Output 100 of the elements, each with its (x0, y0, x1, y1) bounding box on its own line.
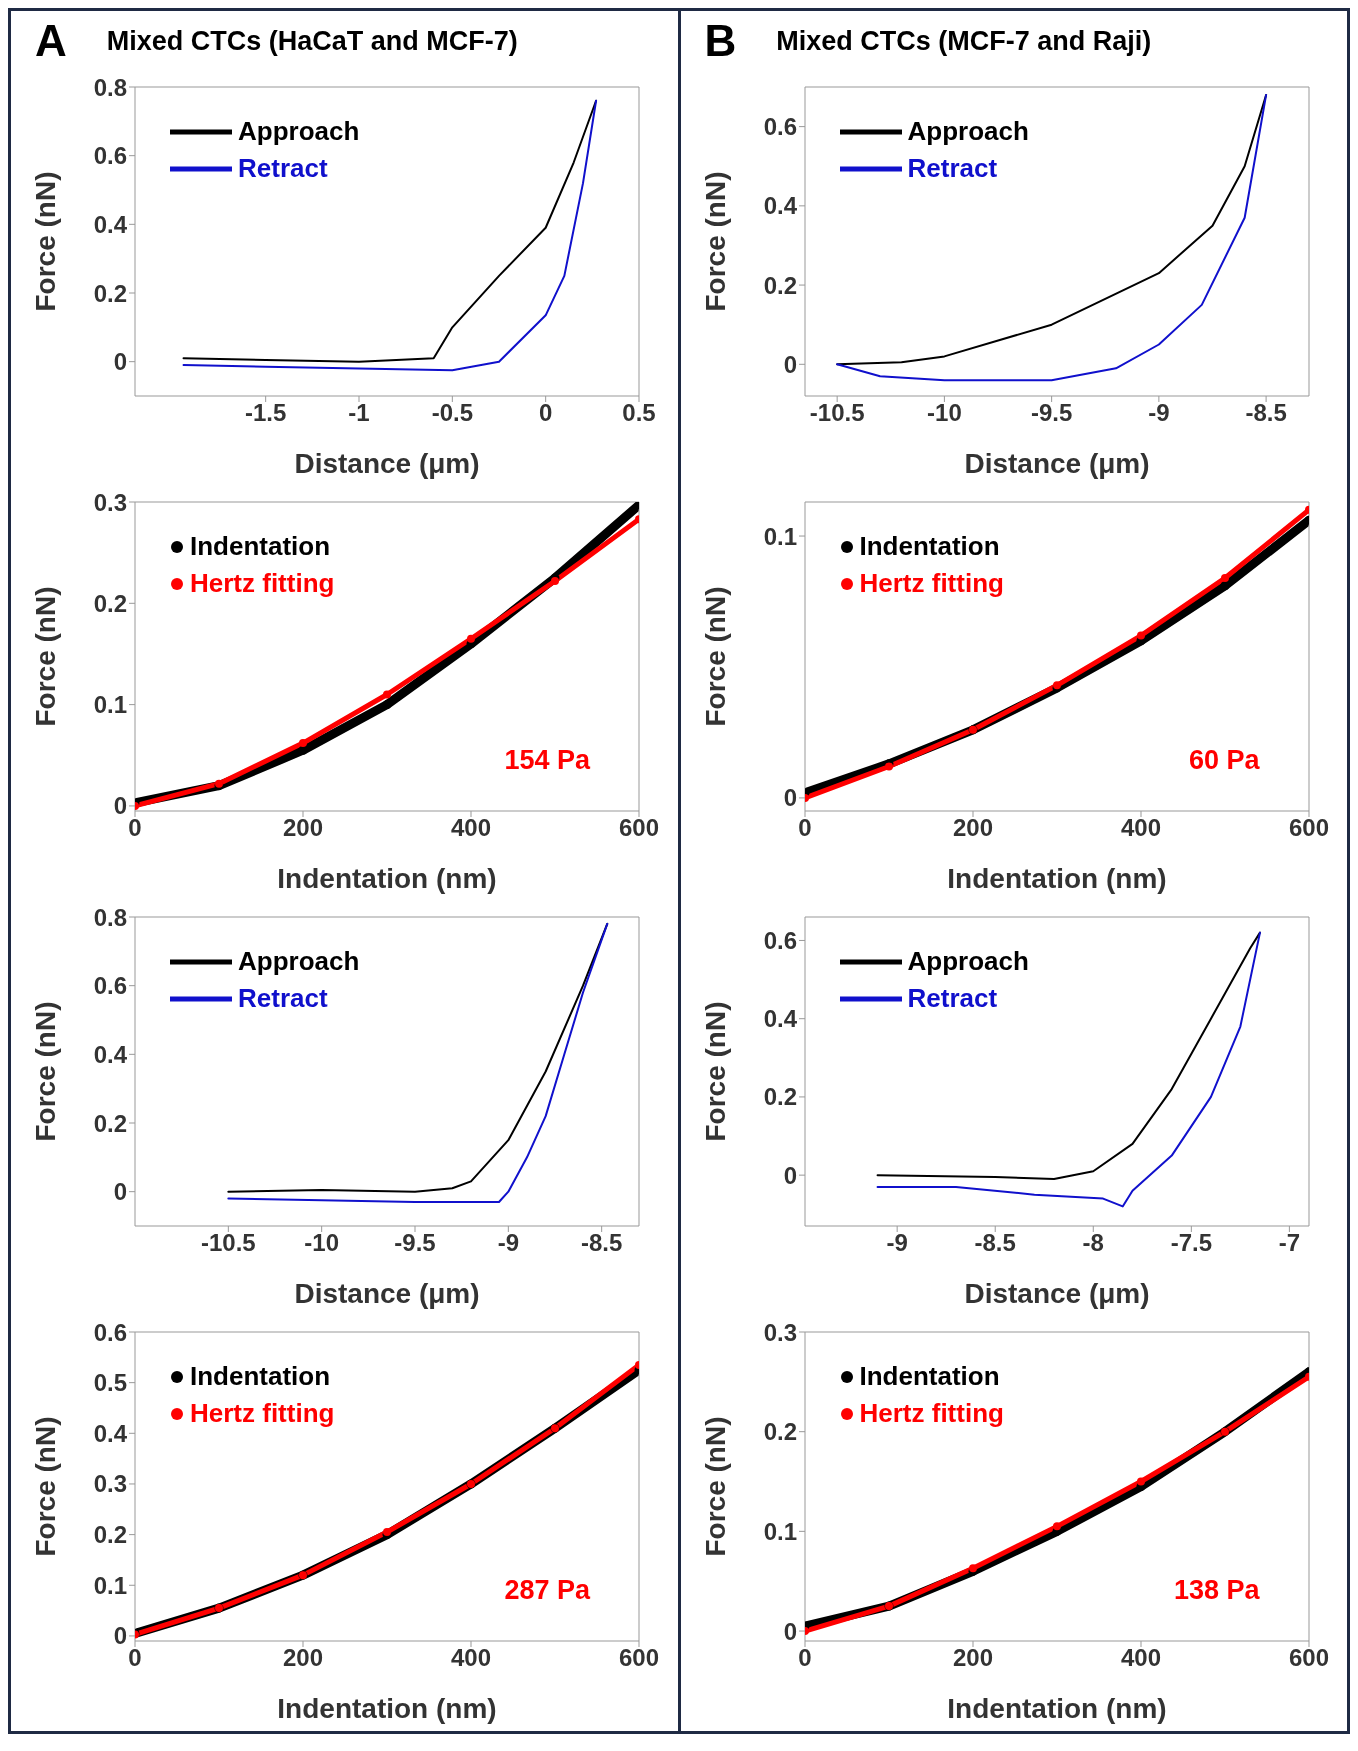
x-tick-label: -0.5 (431, 399, 474, 427)
y-tick-label: 0 (783, 784, 797, 812)
x-tick-label: -1.5 (244, 399, 287, 427)
y-tick-label: 0.2 (93, 279, 127, 307)
x-axis-title: Distance (μm) (294, 448, 480, 479)
legend-label: Indentation (190, 1361, 331, 1392)
x-tick-label: 400 (450, 814, 492, 842)
annotation: 287 Pa (504, 1575, 590, 1606)
annotation: 60 Pa (1188, 745, 1260, 776)
y-tick-label: 0.1 (93, 1571, 127, 1599)
x-tick-label: -9 (1147, 399, 1170, 427)
y-tick-label: 0.8 (93, 73, 127, 101)
y-tick-label: 0 (783, 1161, 797, 1189)
x-tick-label: 0.5 (622, 399, 656, 427)
legend-label: Retract (238, 153, 328, 184)
x-tick-label: -8.5 (1244, 399, 1287, 427)
y-tick-label: 0.1 (93, 691, 127, 719)
x-tick-label: 600 (1288, 1644, 1329, 1672)
x-axis-title: Indentation (nm) (946, 863, 1167, 894)
x-tick-label: -9.5 (394, 1229, 436, 1257)
y-axis-title: Force (nN) (29, 1416, 61, 1557)
legend-label: Hertz fitting (859, 568, 1004, 599)
y-tick-label: 0.1 (763, 522, 797, 550)
y-tick-label: 0.3 (763, 1318, 797, 1346)
y-tick-label: 0.3 (93, 1470, 127, 1498)
y-tick-label: 0.4 (93, 1419, 128, 1447)
y-axis-title: Force (nN) (699, 1416, 731, 1557)
y-tick-label: 0.2 (93, 1521, 127, 1549)
y-axis-title: Force (nN) (699, 171, 731, 312)
legend-label: Approach (907, 946, 1029, 977)
x-tick-label: -10.5 (200, 1229, 256, 1257)
x-tick-label: 200 (282, 814, 324, 842)
text: B (704, 16, 737, 66)
legend-label: Retract (907, 983, 998, 1014)
legend-label: Indentation (859, 531, 1000, 562)
y-tick-label: 0.2 (763, 1083, 797, 1111)
x-tick-label: -7.5 (1170, 1229, 1212, 1257)
y-tick-label: 0.4 (763, 192, 798, 220)
chart-title: Mixed CTCs (MCF-7 and Raji) (776, 25, 1152, 57)
annotation: 138 Pa (1173, 1575, 1260, 1606)
x-tick-label: 0 (538, 399, 553, 427)
y-tick-label: 0.2 (763, 1418, 797, 1446)
y-tick-label: 0.6 (763, 113, 797, 141)
legend-label: Hertz fitting (190, 1398, 335, 1429)
annotation: 154 Pa (504, 745, 590, 776)
y-tick-label: 0.2 (763, 271, 797, 299)
y-tick-label: 0 (113, 1622, 127, 1650)
y-axis-title: Force (nN) (699, 586, 731, 727)
x-tick-label: -10 (304, 1229, 340, 1257)
x-axis-title: Distance (μm) (963, 1278, 1150, 1309)
legend-label: Indentation (859, 1361, 1000, 1392)
x-tick-label: 400 (1120, 1644, 1161, 1672)
x-tick-label: 600 (618, 814, 660, 842)
y-axis-title: Force (nN) (29, 586, 61, 727)
x-tick-label: 600 (1288, 814, 1329, 842)
y-tick-label: 0.4 (93, 1040, 128, 1068)
x-tick-label: -8 (1082, 1229, 1104, 1257)
y-tick-label: 0.6 (93, 142, 127, 170)
y-tick-label: 0.6 (93, 1318, 127, 1346)
x-tick-label: 600 (618, 1644, 660, 1672)
x-tick-label: -8.5 (580, 1229, 623, 1257)
x-tick-label: -7 (1278, 1229, 1300, 1257)
x-tick-label: 400 (1120, 814, 1161, 842)
x-tick-label: -9 (497, 1229, 520, 1257)
y-axis-title: Force (nN) (29, 171, 61, 312)
y-tick-label: 0.2 (93, 1109, 127, 1137)
y-axis-title: Force (nN) (699, 1001, 731, 1142)
y-axis-title: Force (nN) (29, 1001, 61, 1142)
x-tick-label: -10 (926, 399, 962, 427)
y-tick-label: 0 (783, 1617, 797, 1645)
y-tick-label: 0 (783, 350, 797, 378)
y-tick-label: 0.3 (93, 488, 127, 516)
text: A (35, 16, 67, 66)
y-tick-label: 0.6 (93, 972, 127, 1000)
legend-label: Approach (238, 946, 360, 977)
y-tick-label: 0.6 (763, 926, 797, 954)
y-tick-label: 0.2 (93, 589, 127, 617)
x-tick-label: 400 (450, 1644, 492, 1672)
y-tick-label: 0 (113, 1178, 127, 1206)
y-tick-label: 0.5 (93, 1369, 127, 1397)
legend-label: Indentation (190, 531, 331, 562)
y-tick-label: 0.4 (93, 210, 128, 238)
x-tick-label: -9.5 (1030, 399, 1072, 427)
x-tick-label: -1 (348, 399, 370, 427)
x-axis-title: Distance (μm) (294, 1278, 480, 1309)
y-tick-label: 0 (113, 792, 127, 820)
x-axis-title: Indentation (nm) (277, 863, 497, 894)
legend-label: Approach (907, 116, 1029, 147)
x-axis-title: Indentation (nm) (277, 1693, 497, 1724)
legend-label: Hertz fitting (190, 568, 335, 599)
chart-title: Mixed CTCs (HaCaT and MCF-7) (106, 25, 518, 57)
legend-label: Hertz fitting (859, 1398, 1004, 1429)
legend-label: Retract (238, 983, 328, 1014)
y-tick-label: 0 (113, 348, 127, 376)
x-tick-label: -9 (886, 1229, 908, 1257)
x-axis-title: Indentation (nm) (946, 1693, 1167, 1724)
y-tick-label: 0.8 (93, 903, 127, 931)
legend-label: Approach (238, 116, 360, 147)
legend-label: Retract (907, 153, 998, 184)
y-tick-label: 0.4 (763, 1005, 798, 1033)
